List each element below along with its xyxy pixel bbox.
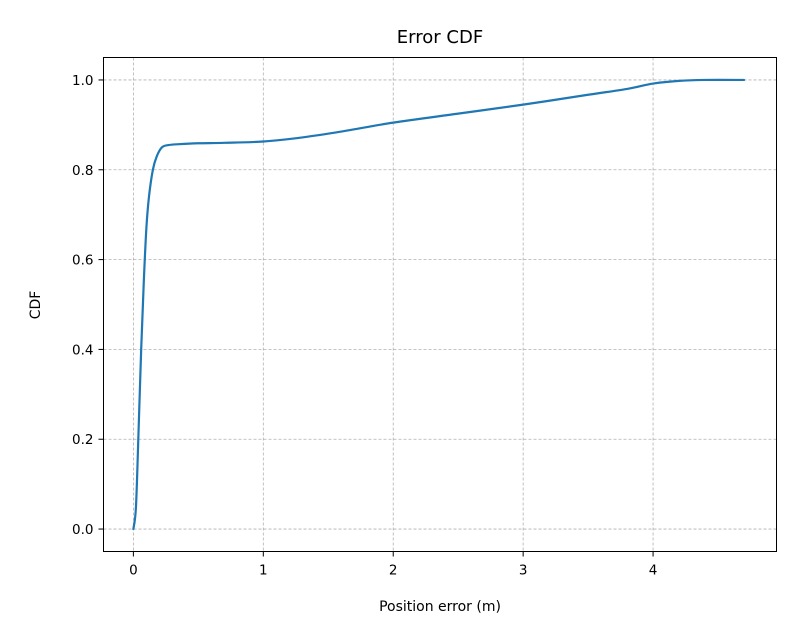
y-tick-label: 0.6 <box>72 253 93 269</box>
plot-frame <box>103 57 777 552</box>
x-tick-label: 3 <box>519 563 528 579</box>
y-tick-label: 1.0 <box>72 73 93 89</box>
cdf-series-line <box>132 78 746 531</box>
y-tick-label: 0.4 <box>72 342 93 358</box>
chart-title: Error CDF <box>397 27 483 48</box>
x-tick-label: 1 <box>259 563 268 579</box>
x-tick-label: 2 <box>389 563 398 579</box>
x-axis-label: Position error (m) <box>379 599 501 615</box>
x-tick-label: 4 <box>649 563 658 579</box>
y-tick-label: 0.8 <box>72 163 93 179</box>
y-axis-label: CDF <box>28 291 44 320</box>
x-tick-label: 0 <box>129 563 138 579</box>
axis-ticks: 0 1 2 3 4 0.0 0.2 0.4 0.6 0.8 1.0 <box>72 73 657 579</box>
y-tick-label: 0.0 <box>72 522 93 538</box>
y-tick-label: 0.2 <box>72 432 93 448</box>
grid <box>103 57 777 552</box>
